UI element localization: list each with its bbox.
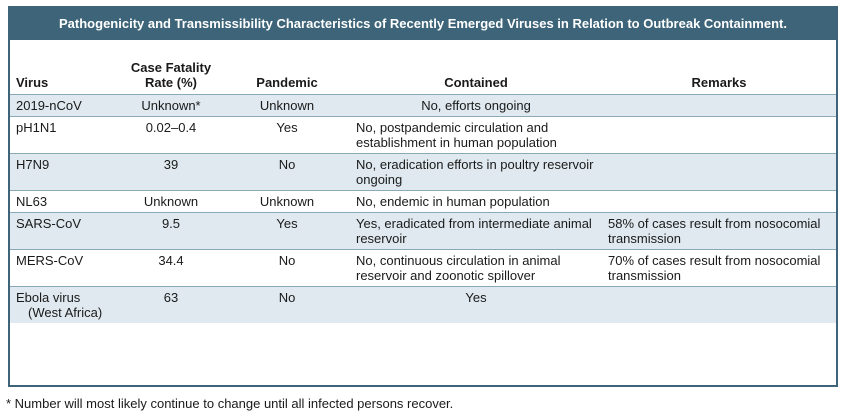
cell-pandemic: No bbox=[224, 286, 350, 323]
cell-contained: No, endemic in human population bbox=[350, 190, 602, 213]
cell-cfr: Unknown* bbox=[118, 94, 224, 117]
cell-contained: No, eradication efforts in poultry reser… bbox=[350, 153, 602, 191]
table-title: Pathogenicity and Transmissibility Chara… bbox=[10, 8, 836, 40]
cell-virus-name: Ebola virus bbox=[16, 289, 81, 305]
cell-remarks bbox=[602, 153, 836, 191]
table-row: Ebola virus (West Africa) 63 No Yes bbox=[10, 286, 836, 323]
cell-remarks bbox=[602, 94, 836, 117]
cell-cfr: 34.4 bbox=[118, 249, 224, 287]
cell-contained: Yes, eradicated from intermediate animal… bbox=[350, 212, 602, 250]
cell-contained: No, postpandemic circulation and establi… bbox=[350, 116, 602, 154]
virus-table: Virus Case Fatality Rate (%) Pandemic Co… bbox=[10, 40, 836, 323]
table-row: pH1N1 0.02–0.4 Yes No, postpandemic circ… bbox=[10, 116, 836, 154]
cell-virus: SARS-CoV bbox=[10, 212, 118, 250]
cell-cfr: 63 bbox=[118, 286, 224, 323]
cell-pandemic: Yes bbox=[224, 116, 350, 154]
cell-pandemic: Yes bbox=[224, 212, 350, 250]
cell-virus-qualifier: (West Africa) bbox=[28, 304, 103, 320]
table-row: NL63 Unknown Unknown No, endemic in huma… bbox=[10, 190, 836, 213]
header-cfr-line1: Case Fatality bbox=[130, 59, 212, 75]
cell-pandemic: No bbox=[224, 153, 350, 191]
header-row: Virus Case Fatality Rate (%) Pandemic Co… bbox=[10, 40, 836, 95]
cell-virus: MERS-CoV bbox=[10, 249, 118, 287]
header-case-fatality-rate: Case Fatality Rate (%) bbox=[118, 40, 224, 95]
cell-virus: NL63 bbox=[10, 190, 118, 213]
table-row: MERS-CoV 34.4 No No, continuous circulat… bbox=[10, 249, 836, 287]
table-row: 2019-nCoV Unknown* Unknown No, efforts o… bbox=[10, 94, 836, 117]
cell-cfr: Unknown bbox=[118, 190, 224, 213]
cell-virus: Ebola virus (West Africa) bbox=[10, 286, 118, 323]
header-remarks: Remarks bbox=[602, 40, 836, 95]
cell-virus: 2019-nCoV bbox=[10, 94, 118, 117]
footnote: * Number will most likely continue to ch… bbox=[6, 396, 454, 411]
table-row: SARS-CoV 9.5 Yes Yes, eradicated from in… bbox=[10, 212, 836, 250]
cell-remarks bbox=[602, 116, 836, 154]
cell-contained: No, efforts ongoing bbox=[350, 94, 602, 117]
cell-pandemic: No bbox=[224, 249, 350, 287]
cell-cfr: 9.5 bbox=[118, 212, 224, 250]
header-cfr-line2: Rate (%) bbox=[144, 74, 197, 90]
cell-remarks: 58% of cases result from nosocomial tran… bbox=[602, 212, 836, 250]
cell-remarks bbox=[602, 190, 836, 213]
cell-remarks: 70% of cases result from nosocomial tran… bbox=[602, 249, 836, 287]
cell-contained: Yes bbox=[350, 286, 602, 323]
cell-pandemic: Unknown bbox=[224, 190, 350, 213]
cell-contained: No, continuous circulation in animal res… bbox=[350, 249, 602, 287]
cell-virus: pH1N1 bbox=[10, 116, 118, 154]
table-row: H7N9 39 No No, eradication efforts in po… bbox=[10, 153, 836, 191]
header-virus: Virus bbox=[10, 40, 118, 95]
cell-cfr: 39 bbox=[118, 153, 224, 191]
cell-pandemic: Unknown bbox=[224, 94, 350, 117]
cell-cfr: 0.02–0.4 bbox=[118, 116, 224, 154]
cell-remarks bbox=[602, 286, 836, 323]
header-contained: Contained bbox=[350, 40, 602, 95]
table-frame: Pathogenicity and Transmissibility Chara… bbox=[8, 6, 838, 387]
header-pandemic: Pandemic bbox=[224, 40, 350, 95]
cell-virus: H7N9 bbox=[10, 153, 118, 191]
